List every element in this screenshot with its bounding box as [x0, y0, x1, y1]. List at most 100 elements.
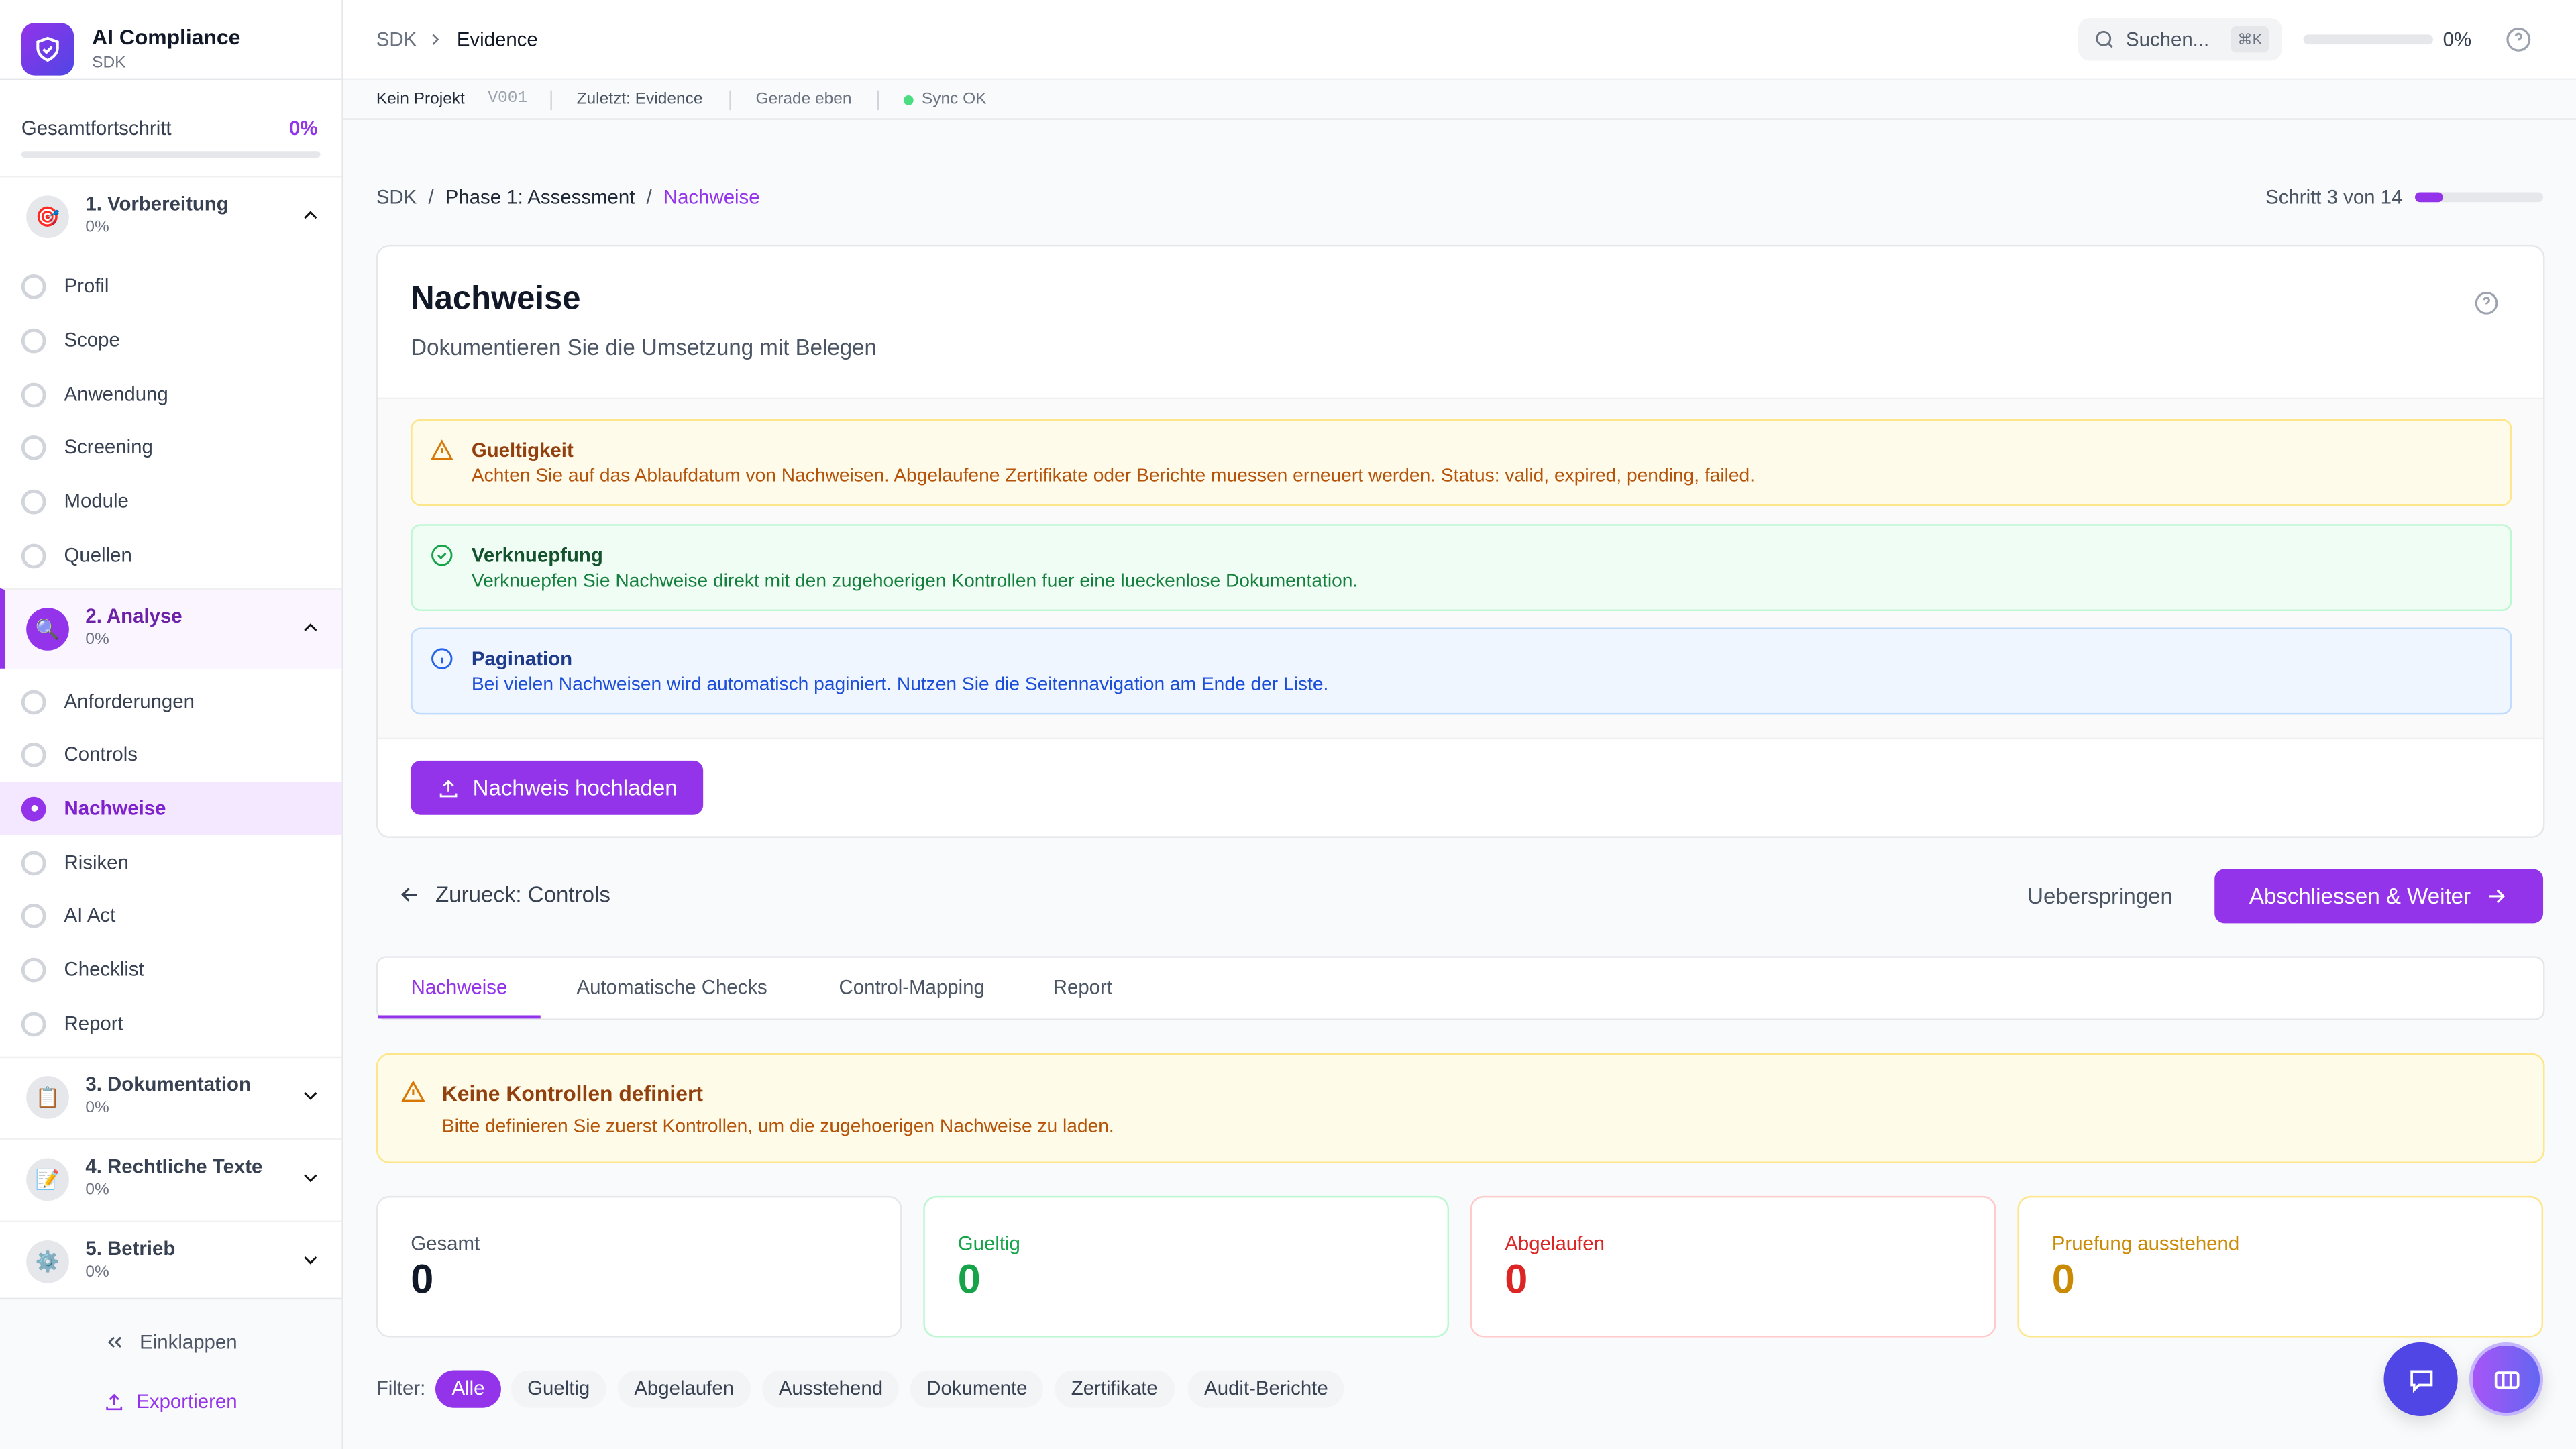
columns-button[interactable] — [2469, 1342, 2544, 1417]
phase-title: 1. Vorbereitung — [85, 192, 229, 215]
item-label: Scope — [64, 328, 120, 352]
chevron-down-icon — [304, 1256, 317, 1265]
project-name: Kein Projekt — [376, 90, 465, 109]
chat-button[interactable] — [2383, 1342, 2458, 1417]
tab-nachweise[interactable]: Nachweise — [378, 958, 541, 1019]
phase-title: 4. Rechtliche Texte — [85, 1155, 263, 1178]
phase-dokumentation[interactable]: 📋 3. Dokumentation 0% — [0, 1056, 342, 1137]
upload-label: Nachweis hochladen — [472, 775, 678, 800]
step-status-icon — [21, 382, 46, 407]
export-label: Exportieren — [136, 1389, 237, 1413]
tab-report[interactable]: Report — [1053, 975, 1113, 999]
stat-label: Gueltig — [957, 1232, 1020, 1256]
step-progress-fill — [2415, 192, 2443, 203]
topbar-progress-bar — [2303, 34, 2433, 45]
chat-icon — [2410, 1369, 2432, 1393]
phase-vorbereitung[interactable]: 🎯 1. Vorbereitung 0% — [0, 176, 342, 256]
phase-percent: 0% — [85, 1181, 109, 1199]
sidebar-item-checklist[interactable]: Checklist — [0, 943, 341, 996]
phase-rechtliche-texte[interactable]: 📝 4. Rechtliche Texte 0% — [0, 1138, 342, 1219]
crumb-phase[interactable]: Phase 1: Assessment — [445, 185, 635, 209]
help-icon[interactable] — [2474, 290, 2499, 315]
back-button[interactable]: Zurueck: Controls — [398, 882, 610, 907]
tab-automatische-checks[interactable]: Automatische Checks — [576, 975, 767, 999]
overall-progress-label: Gesamtfortschritt — [21, 116, 172, 140]
upload-icon — [439, 778, 457, 797]
help-icon[interactable] — [2506, 26, 2532, 52]
sidebar-item-report[interactable]: Report — [0, 998, 341, 1050]
stat-label: Pruefung ausstehend — [2051, 1232, 2240, 1256]
search-shortcut: ⌘K — [2231, 26, 2269, 53]
page-subtitle: Dokumentieren Sie die Umsetzung mit Bele… — [411, 335, 877, 360]
pencil-document-icon: 📝 — [26, 1158, 69, 1201]
sidebar-item-profil[interactable]: Profil — [0, 260, 341, 312]
filter-chip-dokumente[interactable]: Dokumente — [910, 1370, 1044, 1408]
phase-percent: 0% — [85, 218, 109, 237]
crumb-sdk[interactable]: SDK — [376, 185, 417, 209]
skip-button[interactable]: Ueberspringen — [2027, 883, 2173, 909]
sidebar-item-module[interactable]: Module — [0, 475, 341, 527]
step-status-icon — [21, 957, 46, 982]
stat-pending: Pruefung ausstehend 0 — [2017, 1195, 2544, 1338]
gear-icon: ⚙️ — [26, 1240, 69, 1283]
item-label: Anwendung — [64, 382, 168, 406]
filter-chip-abgelaufen[interactable]: Abgelaufen — [617, 1370, 751, 1408]
sidebar-item-nachweise[interactable]: Nachweise — [0, 782, 342, 835]
search-placeholder: Suchen... — [2126, 28, 2210, 51]
status-bar: Kein Projekt V001 Zuletzt: Evidence Gera… — [343, 80, 2576, 120]
upload-evidence-button[interactable]: Nachweis hochladen — [411, 760, 704, 815]
chevron-down-icon — [304, 1092, 317, 1100]
filter-chip-alle[interactable]: Alle — [435, 1370, 501, 1408]
columns-icon — [2493, 1371, 2519, 1388]
phase-betrieb[interactable]: ⚙️ 5. Betrieb 0% — [0, 1220, 342, 1301]
collapse-label: Einklappen — [140, 1330, 237, 1354]
divider — [0, 78, 342, 81]
topbar-crumb-sdk[interactable]: SDK — [376, 28, 417, 51]
complete-next-button[interactable]: Abschliessen & Weiter — [2214, 869, 2544, 924]
stat-value: 0 — [957, 1256, 981, 1303]
overall-progress-value: 0% — [289, 116, 318, 140]
item-label: Risiken — [64, 851, 129, 874]
item-label: Controls — [64, 742, 138, 766]
step-status-icon — [21, 488, 46, 514]
sidebar-item-anforderungen[interactable]: Anforderungen — [0, 676, 341, 728]
alert-verknuepfung: Verknuepfung Verknuepfen Sie Nachweise d… — [411, 524, 2512, 612]
filter-chip-gueltig[interactable]: Gueltig — [511, 1370, 606, 1408]
no-controls-warning: Keine Kontrollen definiert Bitte definie… — [376, 1053, 2545, 1163]
step-active-icon — [21, 796, 46, 821]
search-icon — [2096, 30, 2113, 48]
phase-analyse[interactable]: 🔍 2. Analyse 0% — [0, 588, 342, 669]
topbar-progress-value: 0% — [2443, 28, 2472, 51]
search-input[interactable]: Suchen... ⌘K — [2078, 17, 2282, 61]
filter-chip-audit-berichte[interactable]: Audit-Berichte — [1187, 1370, 1345, 1408]
tab-control-mapping[interactable]: Control-Mapping — [839, 975, 985, 999]
crumb-sep: / — [428, 185, 434, 209]
sidebar-item-scope[interactable]: Scope — [0, 314, 341, 366]
warning-title: Keine Kontrollen definiert — [441, 1081, 703, 1106]
stat-value: 0 — [2051, 1256, 2075, 1303]
divider — [877, 90, 879, 111]
item-label: Profil — [64, 274, 109, 298]
breadcrumb: SDK / Phase 1: Assessment / Nachweise — [376, 186, 760, 209]
warning-icon — [431, 439, 453, 460]
export-button[interactable]: Exportieren — [103, 1390, 237, 1413]
sidebar-item-screening[interactable]: Screening — [0, 421, 341, 473]
filter-chip-zertifikate[interactable]: Zertifikate — [1055, 1370, 1175, 1408]
step-status-icon — [21, 850, 46, 875]
sidebar-item-quellen[interactable]: Quellen — [0, 529, 341, 582]
sidebar: AI Compliance SDK Gesamtfortschritt 0% 🎯… — [0, 0, 343, 1449]
sidebar-item-risiken[interactable]: Risiken — [0, 837, 341, 889]
page-title: Nachweise — [411, 280, 581, 317]
item-label: Report — [64, 1012, 123, 1035]
sidebar-item-controls[interactable]: Controls — [0, 728, 341, 780]
divider — [729, 90, 731, 111]
item-label: Quellen — [64, 543, 132, 567]
warning-icon — [401, 1080, 425, 1102]
sidebar-item-anwendung[interactable]: Anwendung — [0, 368, 341, 421]
item-label: AI Act — [64, 903, 116, 927]
phase-percent: 0% — [85, 1263, 109, 1282]
sidebar-item-ai-act[interactable]: AI Act — [0, 889, 341, 941]
chevron-up-icon — [304, 211, 317, 219]
filter-chip-ausstehend[interactable]: Ausstehend — [762, 1370, 900, 1408]
collapse-button[interactable]: Einklappen — [103, 1331, 237, 1354]
